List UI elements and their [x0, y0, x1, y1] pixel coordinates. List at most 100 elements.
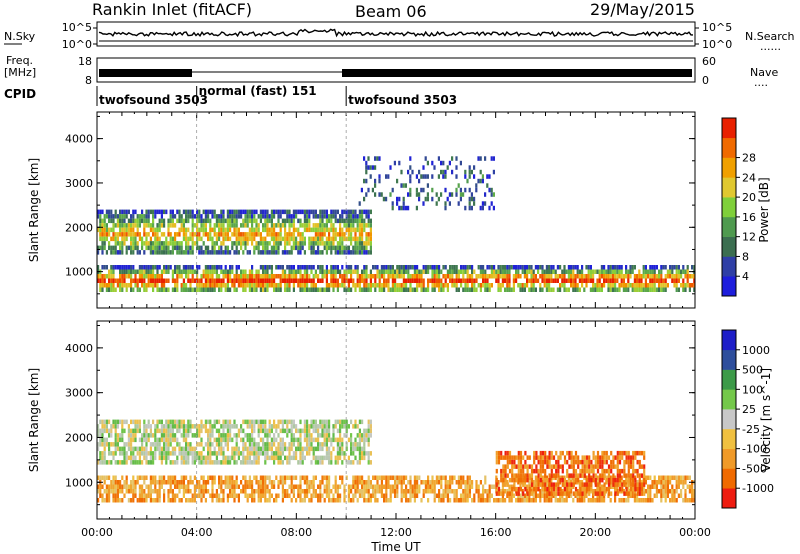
heatmap-cell: [156, 241, 159, 246]
heatmap-cell: [378, 156, 381, 161]
heatmap-cell: [345, 218, 348, 224]
heatmap-cell: [336, 493, 339, 498]
heatmap-cell: [530, 274, 533, 279]
heatmap-cell: [603, 269, 606, 274]
heatmap-cell: [165, 424, 168, 429]
heatmap-cell: [279, 241, 282, 246]
heatmap-cell: [242, 419, 245, 425]
heatmap-cell: [314, 419, 317, 425]
heatmap-cell: [246, 460, 249, 465]
heatmap-cell: [367, 187, 370, 193]
heatmap-cell: [559, 464, 562, 469]
heatmap-cell: [380, 287, 383, 292]
heatmap-cell: [149, 265, 152, 270]
heatmap-cell: [180, 451, 183, 456]
heatmap-cell: [97, 460, 100, 465]
heatmap-cell: [633, 498, 636, 503]
heatmap-cell: [603, 450, 606, 456]
heatmap-cell: [537, 265, 540, 270]
heatmap-cell: [548, 473, 551, 478]
heatmap-cell: [130, 241, 133, 246]
heatmap-cell: [222, 437, 225, 443]
heatmap-cell: [259, 209, 262, 215]
heatmap-cell: [468, 174, 471, 179]
heatmap-cell: [209, 493, 212, 498]
heatmap-cell: [374, 498, 377, 503]
heatmap-cell: [297, 442, 300, 447]
heatmap-cell: [552, 287, 555, 292]
heatmap-cell: [119, 480, 122, 485]
heatmap-cell: [325, 287, 328, 292]
heatmap-cell: [660, 480, 663, 485]
heatmap-cell: [103, 424, 106, 429]
heatmap-cell: [350, 223, 353, 228]
heatmap-cell: [413, 475, 416, 480]
heatmap-cell: [191, 287, 194, 292]
heatmap-cell: [268, 283, 271, 288]
heatmap-cell: [297, 489, 300, 494]
heatmap-cell: [275, 283, 278, 288]
heatmap-cell: [132, 214, 135, 219]
heatmap-cell: [97, 484, 100, 489]
heatmap-cell: [222, 433, 225, 438]
heatmap-cell: [167, 278, 170, 283]
heatmap-cell: [235, 236, 238, 242]
heatmap-cell: [180, 498, 183, 503]
heatmap-cell: [279, 265, 282, 270]
heatmap-cell: [325, 428, 328, 434]
heatmap-cell: [356, 245, 359, 251]
heatmap-cell: [163, 475, 166, 480]
heatmap-cell: [251, 214, 254, 219]
heatmap-cell: [176, 493, 179, 498]
heatmap-cell: [207, 446, 210, 452]
heatmap-cell: [215, 442, 218, 447]
heatmap-cell: [303, 489, 306, 494]
heatmap-cell: [116, 265, 119, 270]
heatmap-cell: [662, 287, 665, 292]
heatmap-cell: [200, 227, 203, 233]
heatmap-cell: [409, 484, 412, 489]
heatmap-cell: [644, 489, 647, 494]
heatmap-cell: [189, 214, 192, 219]
heatmap-cell: [477, 274, 480, 279]
heatmap-cell: [290, 245, 293, 251]
heatmap-cell: [539, 464, 542, 469]
heatmap-cell: [187, 209, 190, 215]
heatmap-cell: [590, 468, 593, 474]
heatmap-cell: [361, 223, 364, 228]
heatmap-cell: [530, 269, 533, 274]
heatmap-cell: [257, 493, 260, 498]
heatmap-cell: [132, 480, 135, 485]
heatmap-cell: [499, 287, 502, 292]
heatmap-cell: [312, 419, 315, 425]
heatmap-cell: [284, 232, 287, 237]
heatmap-cell: [334, 269, 337, 274]
heatmap-cell: [180, 214, 183, 219]
heatmap-cell: [455, 165, 458, 170]
heatmap-cell: [546, 486, 549, 492]
heatmap-cell: [356, 283, 359, 288]
heatmap-cell: [202, 424, 205, 429]
heatmap-cell: [251, 442, 254, 447]
heatmap-cell: [365, 437, 368, 443]
heatmap-cell: [182, 493, 185, 498]
heatmap-cell: [367, 250, 370, 255]
heatmap-cell: [299, 489, 302, 494]
heatmap-cell: [367, 223, 370, 228]
heatmap-cell: [328, 419, 331, 425]
heatmap-cell: [352, 283, 355, 288]
heatmap-cell: [286, 265, 289, 270]
heatmap-cell: [488, 283, 491, 288]
heatmap-cell: [277, 446, 280, 452]
heatmap-cell: [389, 192, 392, 197]
heatmap-cell: [653, 278, 656, 283]
heatmap-cell: [500, 468, 503, 474]
heatmap-cell: [306, 442, 309, 447]
heatmap-cell: [204, 278, 207, 283]
heatmap-cell: [405, 265, 408, 270]
heatmap-cell: [567, 480, 570, 485]
heatmap-cell: [244, 214, 247, 219]
heatmap-cell: [345, 236, 348, 242]
heatmap-cell: [156, 265, 159, 270]
heatmap-cell: [557, 473, 560, 478]
